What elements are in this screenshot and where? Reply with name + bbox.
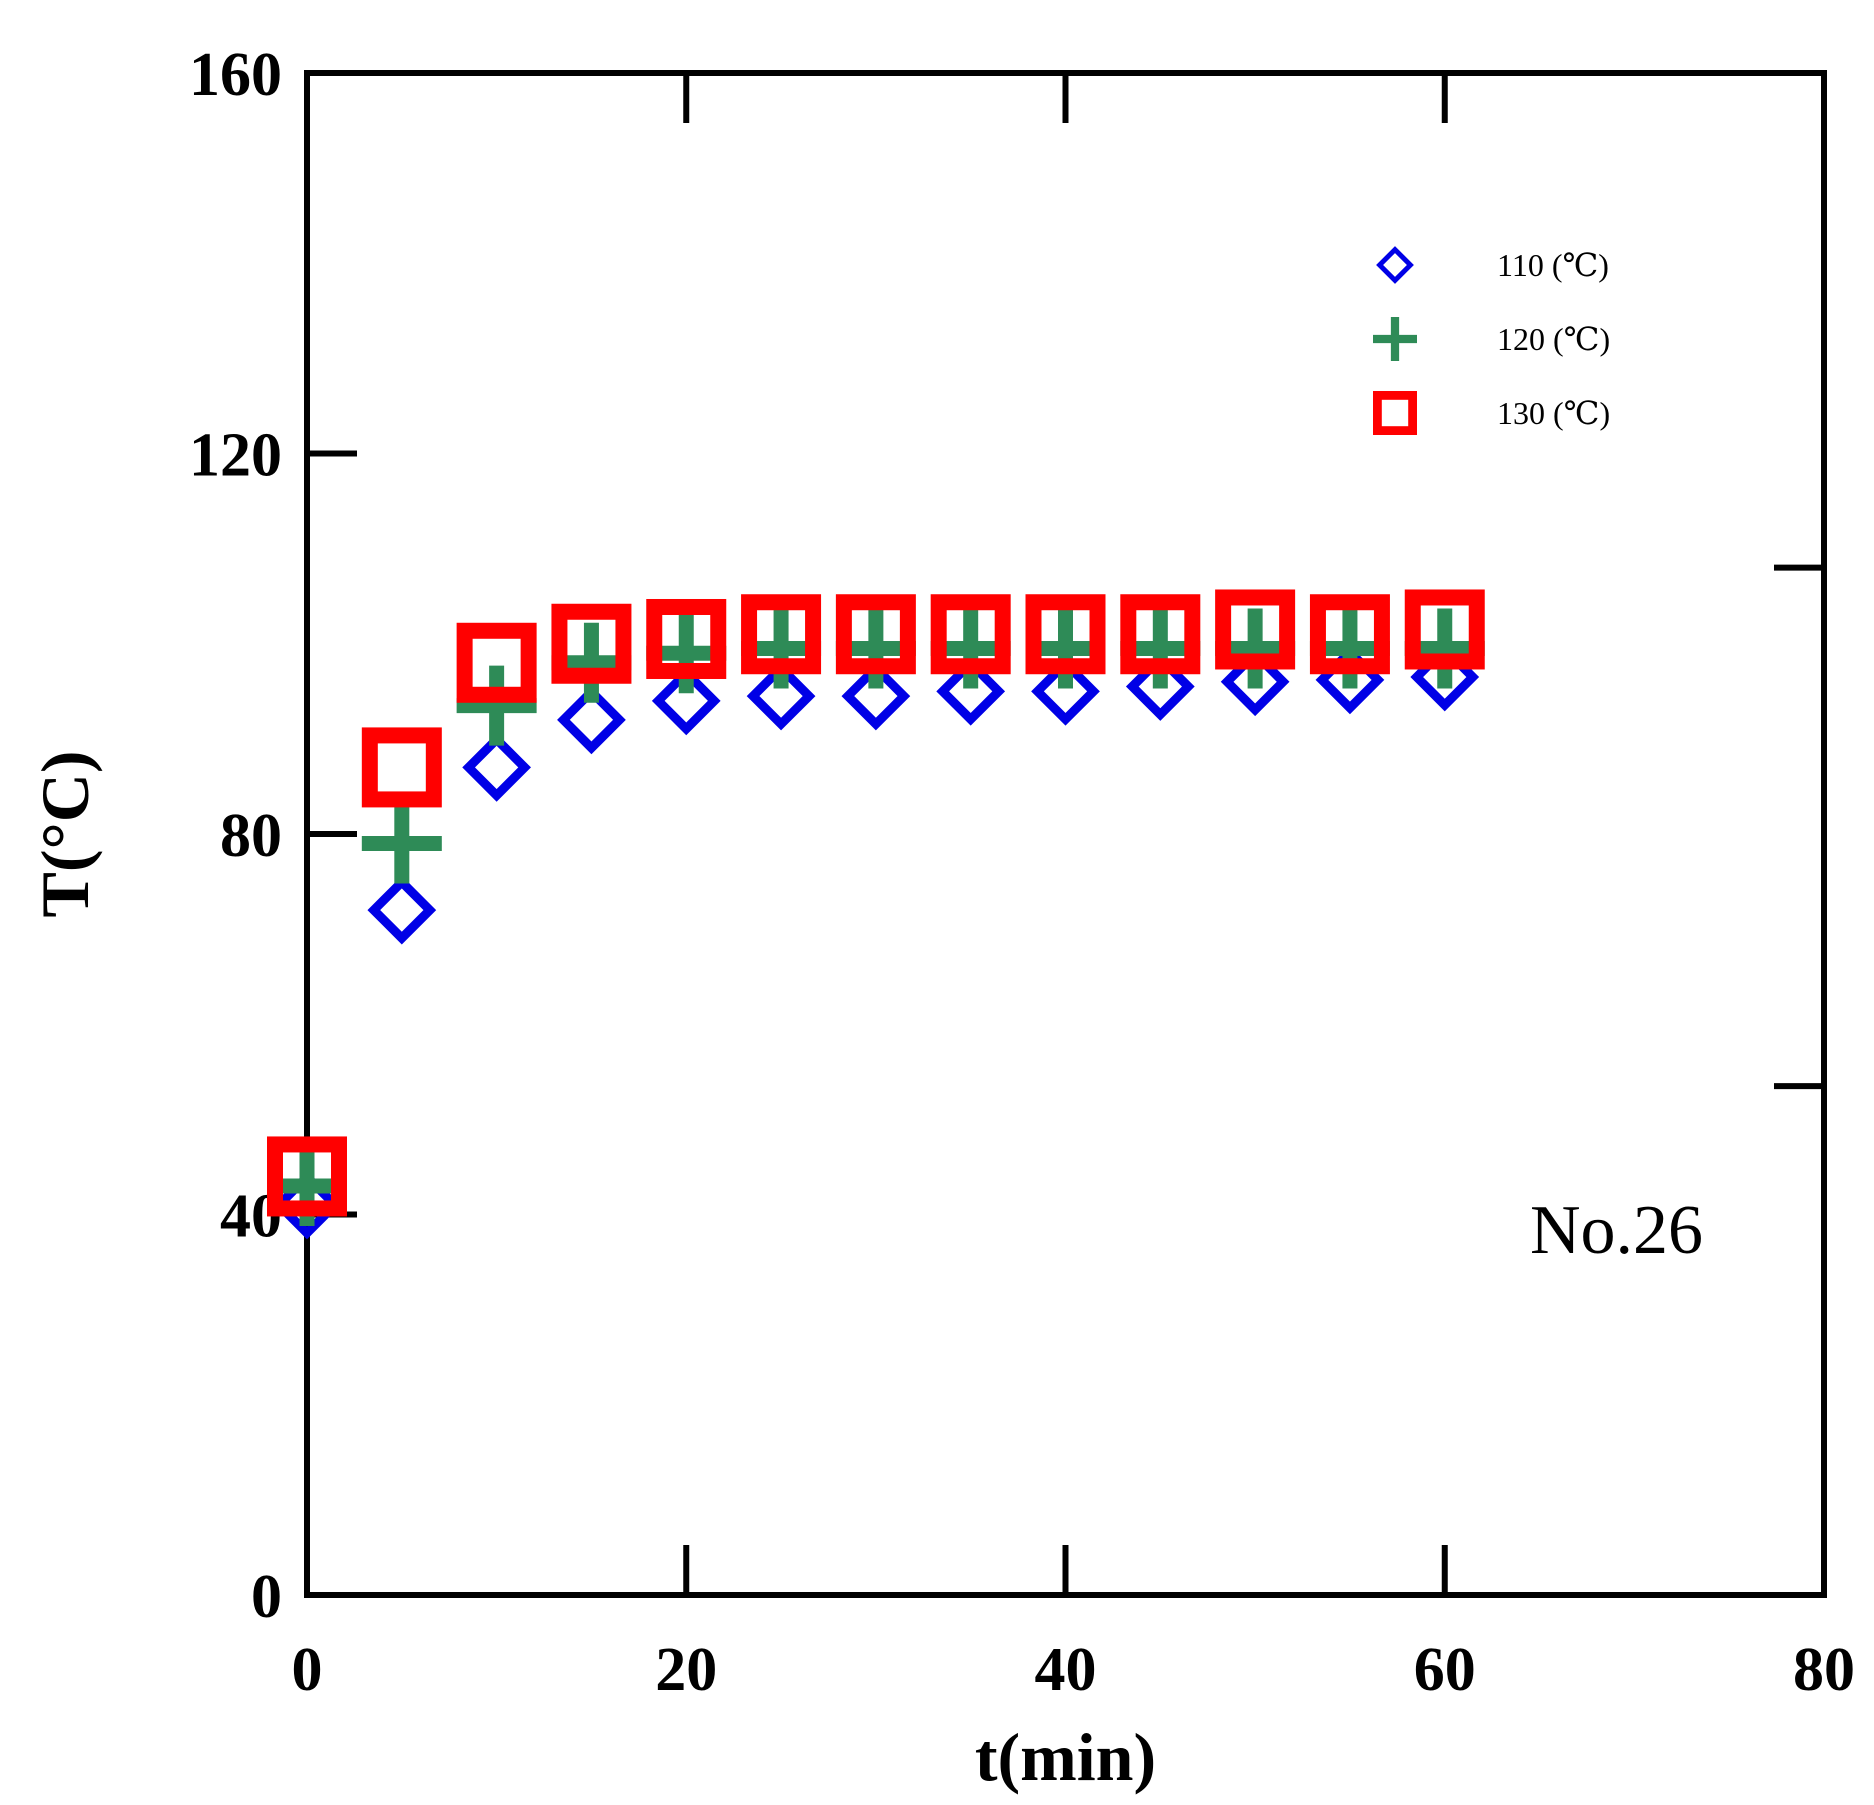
legend-marker-diamond bbox=[1376, 246, 1414, 284]
x-axis-label: t(min) bbox=[975, 1719, 1156, 1795]
data-point-square bbox=[267, 1136, 347, 1217]
data-point-square bbox=[1404, 589, 1485, 670]
data-markers bbox=[267, 589, 1485, 1240]
y-tick-label: 80 bbox=[220, 802, 282, 870]
y-tick-label: 0 bbox=[251, 1563, 282, 1631]
data-point-diamond bbox=[367, 875, 437, 945]
legend-label: 120 (℃) bbox=[1497, 321, 1610, 357]
x-tick-label: 80 bbox=[1793, 1636, 1855, 1704]
y-axis-label: T(°C) bbox=[27, 751, 103, 918]
legend-marker-plus bbox=[1373, 317, 1417, 361]
y-tick-label: 120 bbox=[189, 422, 282, 490]
data-point-diamond bbox=[651, 666, 721, 736]
x-tick-label: 0 bbox=[292, 1636, 323, 1704]
data-point-diamond bbox=[841, 661, 911, 731]
y-tick-label: 160 bbox=[189, 41, 282, 109]
data-point-diamond bbox=[746, 661, 816, 731]
data-point-square bbox=[646, 598, 727, 679]
data-point-diamond bbox=[1125, 652, 1195, 721]
x-tick-label: 60 bbox=[1414, 1636, 1476, 1704]
legend: 110 (℃) 120 (℃) 130 (℃) bbox=[1373, 246, 1610, 435]
data-point-square bbox=[1025, 594, 1106, 675]
data-point-square bbox=[456, 622, 537, 703]
data-point-square bbox=[835, 594, 916, 675]
x-tick-label: 40 bbox=[1035, 1636, 1097, 1704]
data-point-diamond bbox=[272, 1170, 342, 1240]
annotation-label: No.26 bbox=[1530, 1192, 1703, 1269]
data-point-square bbox=[1215, 589, 1296, 670]
x-tick-label: 20 bbox=[655, 1636, 717, 1704]
data-point-square bbox=[551, 603, 632, 684]
series-square bbox=[267, 589, 1485, 1217]
data-point-diamond bbox=[557, 685, 626, 755]
data-point-square bbox=[930, 594, 1011, 675]
legend-marker-square bbox=[1373, 390, 1418, 435]
data-point-diamond bbox=[1220, 647, 1290, 717]
data-point-diamond bbox=[936, 656, 1006, 726]
plot-frame bbox=[304, 70, 1827, 1598]
data-point-square bbox=[1309, 594, 1390, 675]
data-point-plus bbox=[456, 665, 537, 746]
legend-label: 110 (℃) bbox=[1497, 247, 1609, 283]
legend-label: 130 (℃) bbox=[1497, 395, 1610, 431]
data-point-diamond bbox=[462, 733, 531, 802]
data-point-plus bbox=[361, 803, 442, 884]
data-point-diamond bbox=[1031, 656, 1100, 726]
data-point-square bbox=[361, 727, 442, 808]
data-point-square bbox=[1120, 594, 1201, 675]
data-point-square bbox=[741, 594, 822, 675]
